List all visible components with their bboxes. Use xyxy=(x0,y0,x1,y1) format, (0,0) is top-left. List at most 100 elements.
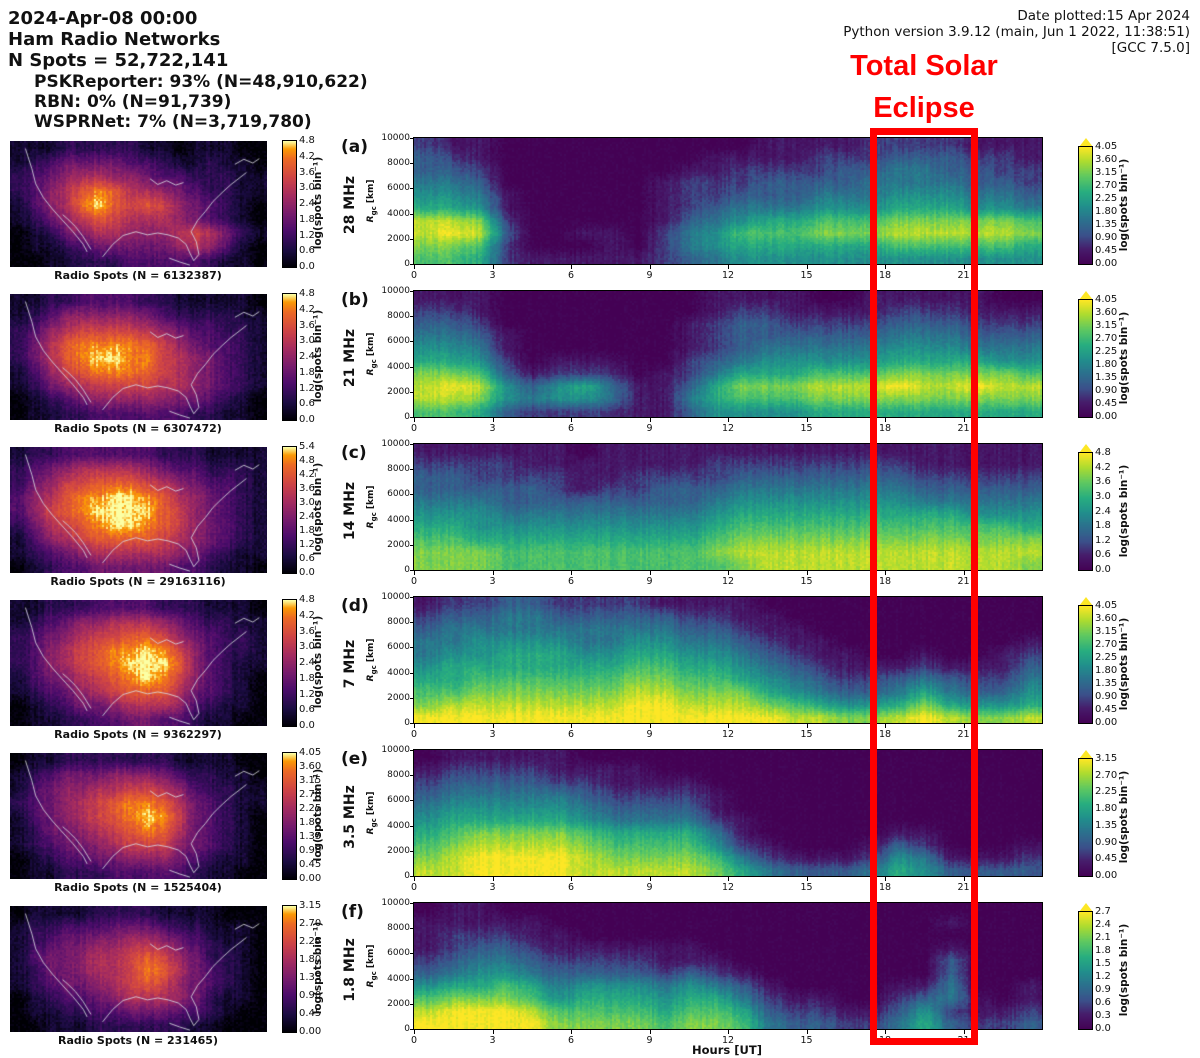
x-tick-mark xyxy=(492,877,494,881)
x-tick-mark xyxy=(728,418,729,422)
map-colorbar-f xyxy=(282,905,297,1033)
x-tick-label: 0 xyxy=(410,729,418,740)
y-tick-label: 2000 xyxy=(387,845,410,856)
panel-row-c: Radio Spots (N = 29163116) 0.0 0.6 1.2 1.8 2.… xyxy=(0,437,1200,590)
x-tick-mark xyxy=(963,571,965,575)
header-wsprnet: WSPRNet: 7% (N=3,719,780) xyxy=(34,111,312,132)
map-colorbar-tick: 0.00 xyxy=(299,1026,322,1037)
frequency-label-a: 28 MHz xyxy=(342,175,358,235)
map-colorbar-tick: 4.8 xyxy=(299,288,315,299)
heat-colorbar-label: log(spots bin⁻¹) xyxy=(1118,158,1130,252)
y-tick-mark xyxy=(410,291,414,292)
y-tick-mark xyxy=(410,469,414,471)
y-tick-mark xyxy=(410,825,414,827)
x-tick-mark xyxy=(571,571,572,575)
frequency-label-c: 14 MHz xyxy=(342,481,358,541)
y-tick-mark xyxy=(410,570,414,571)
frequency-label-e: 3.5 MHz xyxy=(342,785,358,849)
frequency-label-b: 21 MHz xyxy=(342,328,358,388)
map-colorbar-label: log(spots bin⁻¹) xyxy=(312,615,324,709)
x-tick-label: 18 xyxy=(878,729,892,740)
y-tick-label: 10000 xyxy=(381,133,410,143)
y-tick-mark xyxy=(410,316,414,318)
map-caption-e: Radio Spots (N = 1525404) xyxy=(54,881,222,894)
heat-colorbar-tick: 0.90 xyxy=(1095,836,1118,848)
heat-colorbar-tick: 2.25 xyxy=(1095,652,1118,663)
heat-colorbar-tick: 1.5 xyxy=(1095,958,1111,969)
heat-colorbar-tick: 3.6 xyxy=(1095,476,1111,488)
x-tick-label: 3 xyxy=(489,882,496,893)
map-colorbar-tick: 0.90 xyxy=(299,845,322,856)
heat-colorbar-tick: 0.45 xyxy=(1095,245,1118,256)
x-tick-mark xyxy=(571,877,572,881)
map-colorbar-tick: 1.8 xyxy=(299,525,315,536)
heat-colorbar-tick: 2.25 xyxy=(1095,346,1118,357)
distance-time-heatmap-a xyxy=(413,137,1043,265)
x-tick-label: 0 xyxy=(410,1035,418,1046)
x-tick-mark xyxy=(649,1030,651,1034)
x-tick-mark xyxy=(963,724,965,728)
y-tick-label: 0 xyxy=(404,259,410,269)
y-axis-label-f: Rgc [km] xyxy=(366,944,378,988)
map-colorbar-tick: 0.0 xyxy=(299,567,315,578)
distance-time-heatmap-e xyxy=(413,749,1043,877)
map-colorbar-tick: 4.8 xyxy=(299,594,315,605)
x-tick-label: 21 xyxy=(957,576,970,587)
panel-letter-e: (e) xyxy=(341,749,369,769)
y-tick-mark xyxy=(410,800,414,802)
panel-row-a: Radio Spots (N = 6132387) 0.0 0.6 1.2 1.8 2.4… xyxy=(0,131,1200,284)
map-colorbar-tick: 2.4 xyxy=(299,511,315,522)
x-tick-label: 15 xyxy=(800,729,813,740)
x-tick-mark xyxy=(492,1030,494,1034)
map-colorbar-tick: 0.0 xyxy=(299,261,315,272)
header-block: 2024-Apr-08 00:00 Ham Radio Networks N S… xyxy=(8,8,368,132)
header-timestamp: 2024-Apr-08 00:00 xyxy=(8,8,198,29)
heat-colorbar-tick: 4.8 xyxy=(1095,447,1111,458)
eclipse-annotation-line2: Eclipse xyxy=(873,92,975,124)
heat-colorbar-tick: 1.80 xyxy=(1095,803,1118,815)
x-tick-label: 3 xyxy=(489,270,496,281)
map-colorbar-label: log(spots bin⁻¹) xyxy=(312,768,324,862)
y-tick-mark xyxy=(410,519,414,521)
usa-spot-density-map-b xyxy=(10,294,267,420)
x-tick-label: 21 xyxy=(957,423,970,434)
x-tick-label: 9 xyxy=(646,729,653,740)
heat-colorbar-c xyxy=(1078,452,1093,571)
x-tick-mark xyxy=(885,877,886,881)
x-tick-mark xyxy=(963,418,965,422)
map-colorbar-tick: 0.0 xyxy=(299,720,315,731)
x-tick-mark xyxy=(649,571,651,575)
heat-colorbar-tick: 1.80 xyxy=(1095,359,1118,370)
y-tick-mark xyxy=(410,341,414,343)
header-pskreporter: PSKReporter: 93% (N=48,910,622) xyxy=(34,71,368,92)
x-tick-label: 21 xyxy=(957,729,970,740)
heat-colorbar-label: log(spots bin⁻¹) xyxy=(1118,617,1130,711)
heat-colorbar-tick: 1.2 xyxy=(1095,534,1111,546)
heat-colorbar-tick: 1.35 xyxy=(1095,678,1118,689)
y-tick-mark xyxy=(410,750,414,751)
map-colorbar-tick: 0.6 xyxy=(299,245,315,257)
x-tick-mark xyxy=(414,418,415,422)
y-tick-mark xyxy=(410,163,414,165)
y-tick-mark xyxy=(410,622,414,624)
usa-spot-density-map-e xyxy=(10,753,267,879)
x-axis-label: Hours [UT] xyxy=(692,1043,762,1057)
x-tick-mark xyxy=(806,571,808,575)
y-tick-label: 2000 xyxy=(387,692,410,703)
y-tick-mark xyxy=(410,903,414,904)
map-colorbar-tick: 1.2 xyxy=(299,688,315,700)
x-tick-mark xyxy=(571,265,572,269)
heat-colorbar-tick: 1.2 xyxy=(1095,971,1111,982)
map-colorbar-d xyxy=(282,599,297,727)
map-colorbar-tick: 0.6 xyxy=(299,704,315,716)
heat-colorbar-tick: 4.2 xyxy=(1095,461,1111,473)
panel-letter-d: (d) xyxy=(341,596,369,616)
y-tick-label: 8000 xyxy=(387,311,410,322)
x-tick-mark xyxy=(728,1030,729,1034)
y-tick-mark xyxy=(410,647,414,649)
heat-colorbar-tick: 3.60 xyxy=(1095,613,1118,624)
usa-spot-density-map-a xyxy=(10,141,267,267)
map-colorbar-tick: 3.0 xyxy=(299,641,315,653)
heat-colorbar-tick: 2.7 xyxy=(1095,906,1111,917)
heat-colorbar-label: log(spots bin⁻¹) xyxy=(1118,923,1130,1017)
